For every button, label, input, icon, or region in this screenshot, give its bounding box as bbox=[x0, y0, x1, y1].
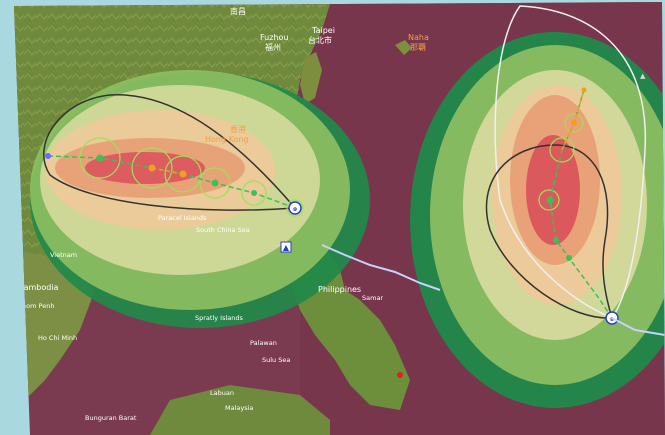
land-borneo bbox=[150, 385, 330, 435]
label-palawan: Palawan bbox=[250, 339, 277, 347]
label-spratly: Spratly Islands bbox=[195, 314, 244, 322]
label-ho-chi-minh: Ho Chi Minh bbox=[38, 334, 77, 342]
label-bunguran: Bunguran Barat bbox=[85, 414, 137, 422]
typhoon-symbol[interactable]: ๑ bbox=[288, 201, 302, 215]
west-cone-outline bbox=[43, 94, 297, 211]
observed-track bbox=[321, 244, 441, 291]
svg-text:▲: ▲ bbox=[640, 72, 646, 80]
label-hong-kong: Hong Kong bbox=[205, 135, 249, 144]
svg-text:▲: ▲ bbox=[283, 243, 290, 252]
place-labels: 南昌 Fuzhou 福州 Taipei 台北市 Naha 那覇 香港 Hong … bbox=[14, 6, 429, 422]
label-taipei-cn: 台北市 bbox=[308, 35, 332, 45]
label-samar: Samar bbox=[362, 294, 383, 302]
label-hong-kong-cn: 香港 bbox=[230, 124, 246, 134]
label-phnom-penh: Phnom Penh bbox=[14, 302, 54, 310]
label-malaysia: Malaysia bbox=[225, 404, 253, 412]
land-ryukyu bbox=[395, 40, 412, 55]
label-fuzhou-cn: 福州 bbox=[265, 43, 281, 52]
label-paracel: Paracel Islands bbox=[158, 214, 207, 222]
label-naha: Naha bbox=[408, 33, 429, 42]
label-fuzhou: Fuzhou bbox=[260, 33, 288, 42]
label-sulu-sea: Sulu Sea bbox=[262, 356, 290, 364]
land-taiwan bbox=[300, 52, 322, 104]
land-indochina bbox=[14, 250, 95, 400]
label-taipei: Taipei bbox=[311, 26, 335, 35]
label-cambodia: Cambodia bbox=[18, 283, 59, 292]
label-nanchang-cn: 南昌 bbox=[230, 6, 246, 16]
svg-text:๑: ๑ bbox=[292, 204, 297, 213]
label-naha-cn: 那覇 bbox=[410, 43, 426, 52]
label-labuan: Labuan bbox=[210, 389, 234, 397]
east-typhoon-forecast[interactable]: ๑ ▲ bbox=[410, 5, 665, 408]
label-vietnam: Vietnam bbox=[50, 251, 77, 259]
label-south-china-sea: South China Sea bbox=[196, 226, 250, 234]
west-typhoon-forecast[interactable]: ๑ ▲ bbox=[30, 70, 370, 328]
east-cone-outline bbox=[485, 144, 613, 319]
red-marker bbox=[397, 372, 403, 378]
label-philippines: Philippines bbox=[318, 285, 361, 294]
